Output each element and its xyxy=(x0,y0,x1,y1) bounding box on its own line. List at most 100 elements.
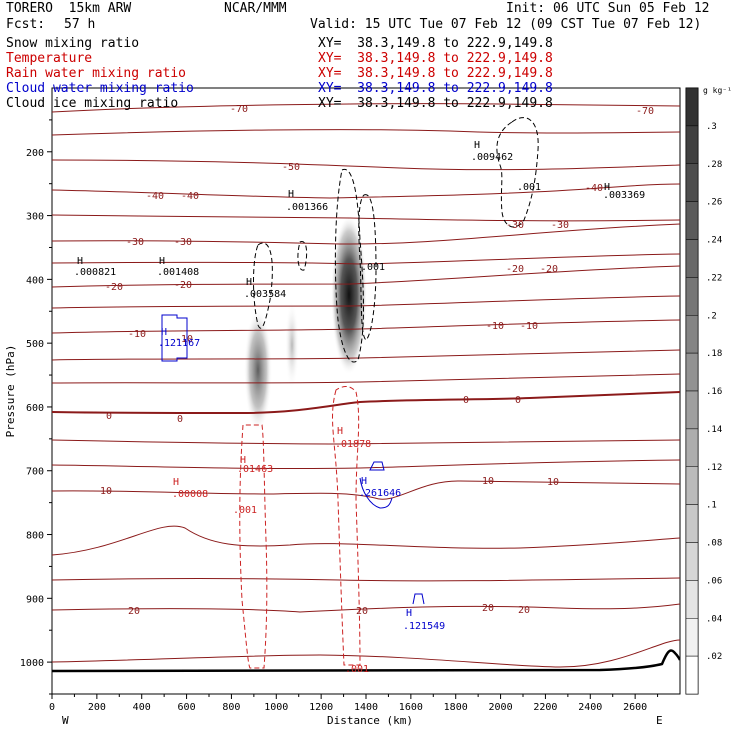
x-tick-label: 200 xyxy=(88,702,106,713)
y-axis: 200 300 400 500 600 700 800 900 1000 xyxy=(20,119,52,695)
y-tick-label: 300 xyxy=(26,212,44,223)
x-tick-label: 1600 xyxy=(399,702,423,713)
isotherm-plus12 xyxy=(52,525,680,556)
colorbar-cell xyxy=(685,239,699,278)
isotherm-label: 20 xyxy=(482,603,494,614)
colorbar-cell xyxy=(685,504,699,543)
colorbar-cell xyxy=(685,655,699,695)
max-marker: H xyxy=(77,256,83,267)
cloud-water-contours xyxy=(161,314,425,605)
max-marker: H xyxy=(337,426,343,437)
field-xy-temperature: XY= 38.3,149.8 to 222.9,149.8 xyxy=(318,51,553,66)
field-name-cloudice: Cloud ice mixing ratio xyxy=(6,96,179,111)
x-axis-title: Distance (km) xyxy=(327,714,413,727)
colorbar-cell xyxy=(685,428,699,467)
field-xy-rain: XY= 38.3,149.8 to 222.9,149.8 xyxy=(318,66,553,81)
isotherm-plus5 xyxy=(52,439,680,445)
colorbar-label: .26 xyxy=(706,198,722,208)
field-xy-snow: XY= 38.3,149.8 to 222.9,149.8 xyxy=(318,36,553,51)
snow-cell-left xyxy=(244,308,272,432)
isotherm-minus35 xyxy=(52,214,680,222)
west-label: W xyxy=(62,714,69,727)
x-axis: 0 200 400 600 800 1000 1200 1400 1600 1800 2000 220… xyxy=(49,694,659,713)
isotherm-minus70 xyxy=(52,103,680,113)
isotherms xyxy=(52,103,680,668)
max-marker: H xyxy=(246,277,252,288)
annotation-value: .001 xyxy=(517,182,541,193)
colorbar-cell xyxy=(685,390,699,430)
isotherm-label: -70 xyxy=(230,104,248,115)
colorbar: .3 .28 .26 .24 .22 .2 .18 .16 .14 .12 .1 .08 .06 .04.… xyxy=(685,86,732,695)
isotherm-label: -30 xyxy=(506,220,524,231)
isotherm-label: 10 xyxy=(482,476,494,487)
colorbar-cell xyxy=(685,277,699,316)
colorbar-label: .24 xyxy=(706,236,722,246)
annotation-value: .01463 xyxy=(237,464,273,475)
isotherm-minus2 xyxy=(52,373,680,384)
isotherm-label: -10 xyxy=(128,329,146,340)
colorbar-label: .08 xyxy=(706,539,722,549)
field-name-temperature: Temperature xyxy=(6,51,93,66)
colorbar-label: .22 xyxy=(706,273,722,283)
annotation-value: .001 xyxy=(361,262,385,273)
colorbar-label: .12 xyxy=(706,463,722,473)
isotherm-label: 20 xyxy=(128,606,140,617)
org-label: NCAR/MMM xyxy=(224,1,287,16)
valid-time: Valid: 15 UTC Tue 07 Feb 12 (09 CST Tue … xyxy=(310,17,702,32)
annotation-value: .01878 xyxy=(335,439,371,450)
isotherm-minus40 xyxy=(52,183,680,199)
colorbar-cell xyxy=(685,580,699,619)
max-marker: H xyxy=(406,608,412,619)
cloud-water-middle xyxy=(359,461,393,509)
isotherm-label: -10 xyxy=(175,334,193,345)
colorbar-label: .16 xyxy=(706,387,722,397)
x-tick-label: 400 xyxy=(133,702,151,713)
colorbar-unit: g kg⁻¹ xyxy=(703,86,732,95)
colorbar-cell xyxy=(685,352,699,392)
max-marker: H xyxy=(161,327,167,338)
colorbar-cell xyxy=(685,201,699,240)
colorbar-cell xyxy=(685,87,699,127)
snow-shading xyxy=(244,215,367,432)
x-tick-label: 1000 xyxy=(264,702,288,713)
isotherm-label: 10 xyxy=(100,486,112,497)
ice-contour-right-inner xyxy=(358,194,377,341)
y-tick-label: 900 xyxy=(26,594,44,605)
max-marker: H xyxy=(240,455,246,466)
annotation-value: .00008 xyxy=(172,489,208,500)
x-tick-label: 1400 xyxy=(354,702,378,713)
isotherm-minus60 xyxy=(52,129,680,136)
isotherm-plus7 xyxy=(52,459,680,470)
colorbar-label: .28 xyxy=(706,160,722,170)
annotation-value: .121549 xyxy=(403,621,445,632)
isotherm-plus20 xyxy=(52,603,680,613)
field-name-cloudwater: Cloud water mixing ratio xyxy=(6,81,194,96)
max-marker: H xyxy=(288,189,294,200)
isotherm-plus10 xyxy=(52,480,680,500)
max-marker: H xyxy=(173,477,179,488)
isotherm-minus15 xyxy=(52,295,680,309)
field-xy-cloudwater: XY= 38.3,149.8 to 222.9,149.8 xyxy=(318,81,553,96)
annotation-value: .009462 xyxy=(471,152,513,163)
colorbar-cell xyxy=(685,163,699,202)
colorbar-label: .06 xyxy=(706,576,722,586)
ice-contour-right-outer xyxy=(334,168,364,363)
max-marker: H xyxy=(159,256,165,267)
isotherm-label: -20 xyxy=(105,282,123,293)
colorbar-label: .04 xyxy=(706,614,722,624)
isotherm-label: -20 xyxy=(174,280,192,291)
colorbar-label: .1 xyxy=(706,501,717,511)
x-tick-label: 0 xyxy=(49,702,55,713)
cloud-water-right xyxy=(412,593,425,605)
snow-cell-middle xyxy=(285,300,299,390)
max-marker: H xyxy=(361,476,367,487)
annotation-value: .001 xyxy=(233,505,257,516)
annotation-value: .003369 xyxy=(603,190,645,201)
y-tick-label: 200 xyxy=(26,148,44,159)
fcst-label: Fcst: xyxy=(6,17,46,32)
isotherm-label: -70 xyxy=(636,106,654,117)
isotherm-plus25 xyxy=(52,639,680,668)
y-tick-label: 800 xyxy=(26,531,44,542)
cloud-water-left xyxy=(161,314,188,362)
